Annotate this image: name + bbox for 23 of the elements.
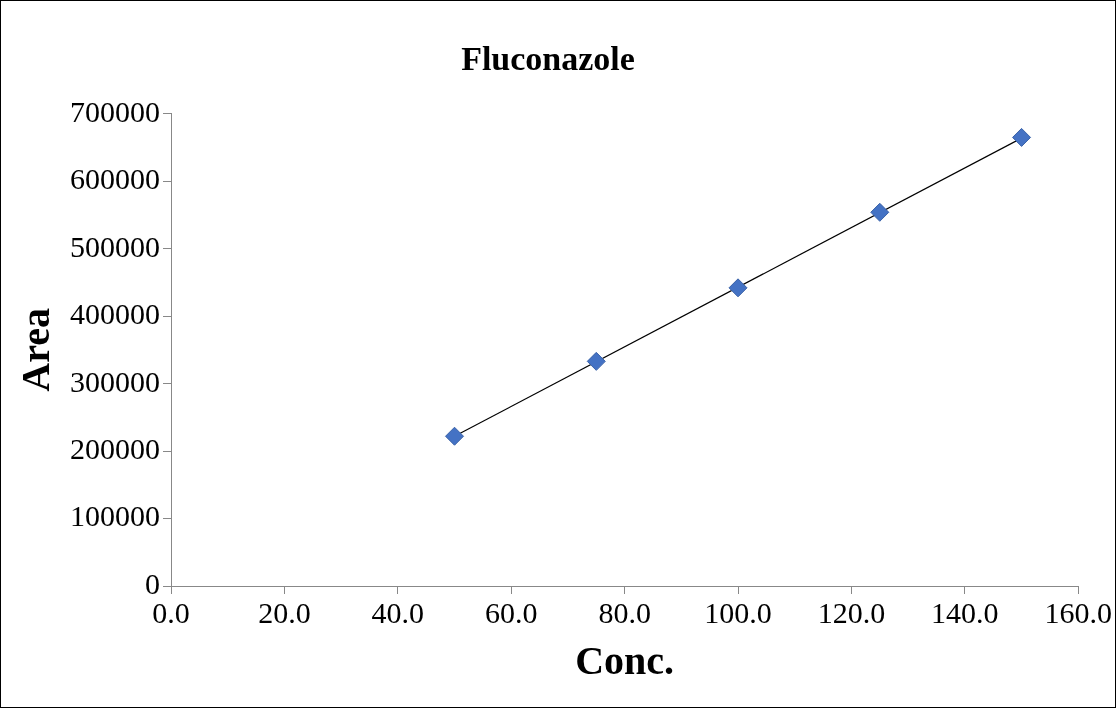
x-axis-title: Conc. [575, 638, 675, 684]
y-tick-label: 300000 [70, 364, 160, 398]
y-axis-title: Area [13, 308, 59, 392]
point [870, 202, 890, 222]
y-tick-label: 500000 [70, 229, 160, 263]
chart-title: Fluconazole [461, 40, 635, 78]
x-tick-label: 60.0 [484, 595, 538, 629]
x-tick-label: 120.0 [817, 595, 886, 629]
y-tick-label: 700000 [70, 94, 160, 128]
point [1012, 127, 1032, 147]
y-tick-label: 100000 [70, 499, 160, 533]
x-tick-label: 100.0 [704, 595, 772, 629]
x-tick-label: 140.0 [931, 595, 999, 629]
point [728, 278, 748, 298]
x-tick-label: 40.0 [371, 595, 425, 629]
point [586, 351, 606, 371]
y-tick-label: 200000 [70, 431, 160, 465]
x-tick-label: 20.0 [258, 595, 311, 629]
x-tick-label: 160.0 [1044, 595, 1112, 629]
x-tick-label: 80.0 [598, 595, 651, 629]
y-tick-label: 600000 [70, 162, 160, 196]
y-tick-label: 400000 [70, 297, 160, 331]
point [445, 426, 465, 446]
